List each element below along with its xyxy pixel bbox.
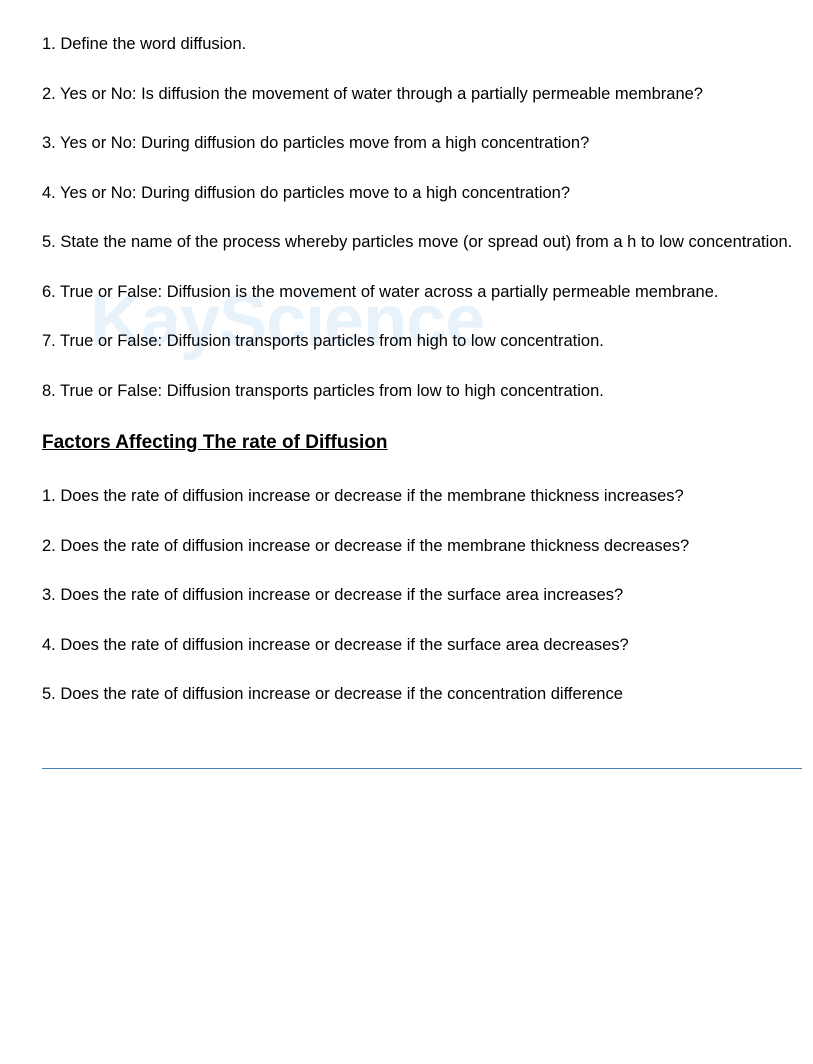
section-divider <box>42 768 802 769</box>
question-text: 5. Does the rate of diffusion increase o… <box>42 670 813 720</box>
question-text: 5. State the name of the process whereby… <box>42 218 813 268</box>
document-content: 1. Define the word diffusion. 2. Yes or … <box>42 20 813 769</box>
question-text: 1. Does the rate of diffusion increase o… <box>42 472 813 522</box>
question-text: 2. Does the rate of diffusion increase o… <box>42 522 813 572</box>
question-text: 4. Does the rate of diffusion increase o… <box>42 621 813 671</box>
question-text: 8. True or False: Diffusion transports p… <box>42 367 813 417</box>
section-heading: Factors Affecting The rate of Diffusion <box>42 432 813 454</box>
question-text: 3. Yes or No: During diffusion do partic… <box>42 119 813 169</box>
question-text: 2. Yes or No: Is diffusion the movement … <box>42 70 813 120</box>
question-text: 7. True or False: Diffusion transports p… <box>42 317 813 367</box>
question-text: 6. True or False: Diffusion is the movem… <box>42 268 813 318</box>
question-text: 1. Define the word diffusion. <box>42 20 813 70</box>
question-text: 4. Yes or No: During diffusion do partic… <box>42 169 813 219</box>
question-text: 3. Does the rate of diffusion increase o… <box>42 571 813 621</box>
